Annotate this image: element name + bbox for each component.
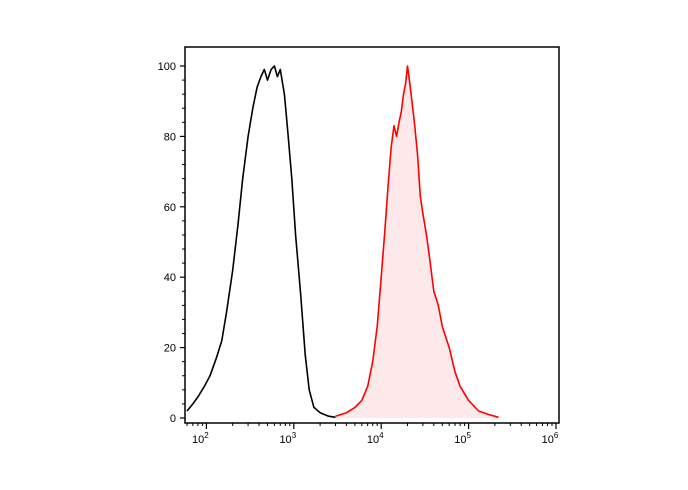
y-tick-label: 40 [164,272,176,284]
y-tick-label: 100 [158,61,176,73]
x-tick-label: 103 [279,431,296,446]
y-tick-label: 60 [164,202,176,214]
series-0-line [186,65,336,419]
x-tick-label: 104 [367,431,384,446]
series-1-fill [335,66,499,418]
x-tick-label: 106 [542,431,559,446]
x-tick-label: 105 [454,431,471,446]
series-1-line [335,65,499,419]
y-tick-label: 20 [164,343,176,355]
y-tick-label: 80 [164,131,176,143]
y-tick-label: 0 [170,413,176,425]
x-tick-label: 102 [192,431,209,446]
